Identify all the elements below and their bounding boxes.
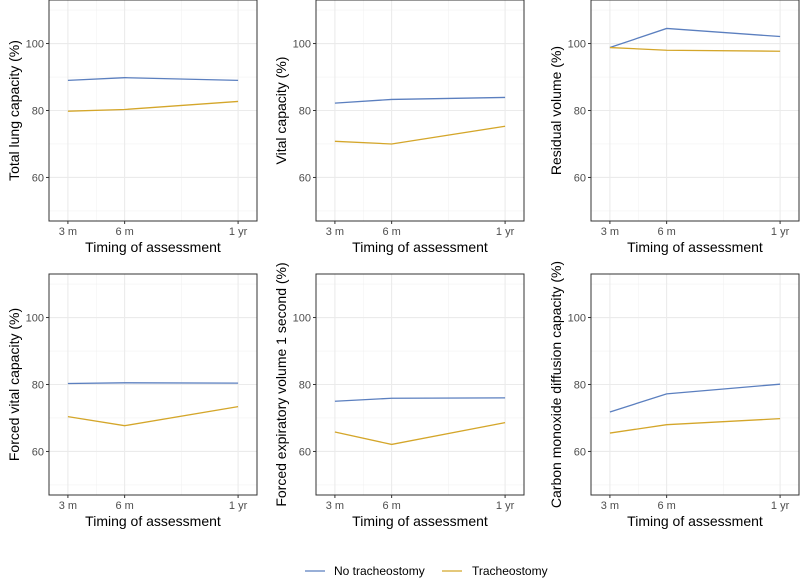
series-line-tracheostomy <box>609 418 781 434</box>
x-tick-label: 6 m <box>115 500 133 512</box>
panel-5: 60 80 100 3 m 6 m 1 yr Timing of assessment For… <box>273 262 525 529</box>
x-tick-label: 1 yr <box>229 226 248 238</box>
panel-1: 60 80 100 3 m 6 m 1 yr Timing of assessment Tot… <box>6 0 258 255</box>
y-axis-label: Forced vital capacity (%) <box>6 308 22 461</box>
panel-2: 60 80 100 3 m 6 m 1 yr Timing of assessment Vit… <box>273 0 525 255</box>
panel-3: 60 80 100 3 m 6 m 1 yr Timing of assessment Res… <box>548 0 800 255</box>
x-tick-label: 3 m <box>601 500 619 512</box>
x-axis-label: Timing of assessment <box>352 239 488 255</box>
series-line-no-tracheostomy <box>609 27 781 49</box>
y-tick-label: 100 <box>26 39 44 51</box>
series-line-no-tracheostomy <box>609 383 781 413</box>
series-line-no-tracheostomy <box>334 96 506 104</box>
y-tick-label: 100 <box>26 313 44 325</box>
y-axis-label: Vital capacity (%) <box>273 57 289 165</box>
y-tick-label: 100 <box>293 39 311 51</box>
series-line-no-tracheostomy <box>67 382 239 385</box>
x-tick-label: 1 yr <box>496 500 515 512</box>
panel-6: 60 80 100 3 m 6 m 1 yr Timing of assessment Car… <box>548 261 800 529</box>
panel-4: 60 80 100 3 m 6 m 1 yr Timing of assessment For… <box>6 273 258 529</box>
y-tick-label: 80 <box>32 106 44 118</box>
series-line-no-tracheostomy <box>334 397 506 402</box>
y-tick-label: 80 <box>574 106 586 118</box>
x-axis-label: Timing of assessment <box>85 513 221 529</box>
series-line-tracheostomy <box>334 125 506 145</box>
x-tick-label: 3 m <box>59 500 77 512</box>
y-axis-label: Residual volume (%) <box>548 46 564 175</box>
y-tick-label: 80 <box>32 380 44 392</box>
panel-border <box>48 0 258 222</box>
panel-border <box>315 273 525 496</box>
x-tick-label: 3 m <box>59 226 77 238</box>
panel-border <box>48 273 258 496</box>
y-tick-label: 80 <box>299 106 311 118</box>
x-axis-label: Timing of assessment <box>352 513 488 529</box>
y-axis-label: Total lung capacity (%) <box>6 40 22 181</box>
series-line-tracheostomy <box>67 405 239 427</box>
legend-label: Tracheostomy <box>472 564 548 578</box>
series-line-no-tracheostomy <box>67 77 239 82</box>
y-tick-label: 60 <box>32 446 44 458</box>
panel-border <box>315 0 525 222</box>
x-axis-label: Timing of assessment <box>85 239 221 255</box>
y-tick-label: 80 <box>574 380 586 392</box>
y-tick-label: 100 <box>293 313 311 325</box>
x-tick-label: 6 m <box>115 226 133 238</box>
panel-border <box>590 273 800 496</box>
panel-border <box>590 0 800 222</box>
x-tick-label: 3 m <box>326 500 344 512</box>
y-tick-label: 60 <box>299 172 311 184</box>
y-tick-label: 60 <box>299 446 311 458</box>
x-tick-label: 1 yr <box>496 226 515 238</box>
x-axis-label: Timing of assessment <box>627 513 763 529</box>
y-tick-label: 80 <box>299 380 311 392</box>
legend: No tracheostomy Tracheostomy <box>305 564 548 578</box>
series-line-tracheostomy <box>609 46 781 52</box>
y-axis-label: Forced expiratory volume 1 second (%) <box>273 262 289 506</box>
x-tick-label: 6 m <box>382 226 400 238</box>
series-line-tracheostomy <box>334 422 506 446</box>
x-tick-label: 1 yr <box>771 226 790 238</box>
x-tick-label: 3 m <box>601 226 619 238</box>
y-tick-label: 60 <box>574 172 586 184</box>
series-line-tracheostomy <box>67 100 239 112</box>
y-tick-label: 100 <box>568 313 586 325</box>
x-tick-label: 1 yr <box>771 500 790 512</box>
x-tick-label: 6 m <box>657 226 675 238</box>
y-tick-label: 60 <box>574 446 586 458</box>
y-tick-label: 100 <box>568 39 586 51</box>
x-tick-label: 3 m <box>326 226 344 238</box>
legend-label: No tracheostomy <box>334 564 425 578</box>
y-axis-label: Carbon monoxide diffusion capacity (%) <box>548 261 564 508</box>
y-tick-label: 60 <box>32 172 44 184</box>
x-tick-label: 6 m <box>382 500 400 512</box>
x-axis-label: Timing of assessment <box>627 239 763 255</box>
x-tick-label: 1 yr <box>229 500 248 512</box>
x-tick-label: 6 m <box>657 500 675 512</box>
